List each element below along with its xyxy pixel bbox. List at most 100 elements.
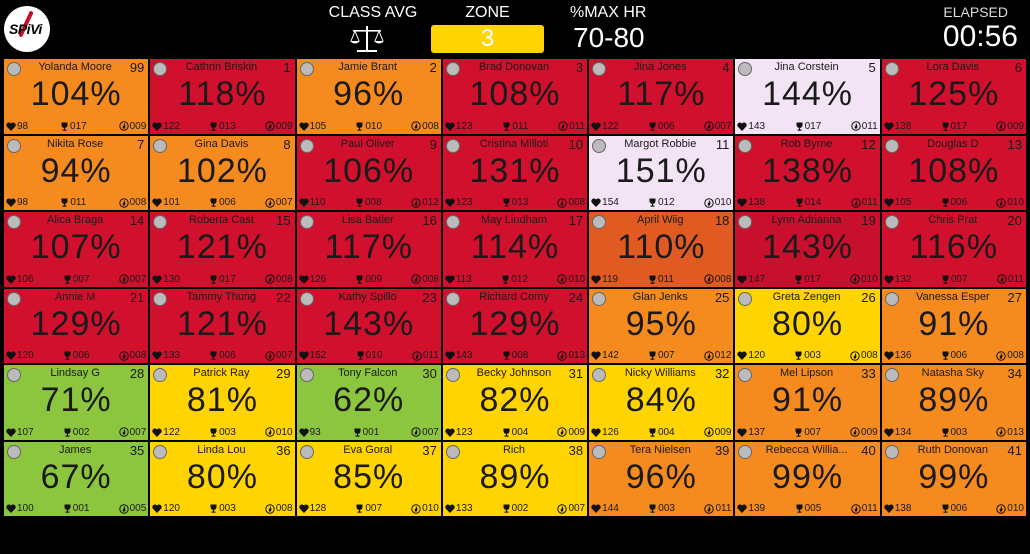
rider-max-hr-percent: 121% bbox=[176, 228, 268, 266]
flame-value: 007 bbox=[568, 503, 586, 514]
rider-tile[interactable]: Chris Prat 20 116% 132 007 011 bbox=[880, 211, 1027, 288]
rider-tile[interactable]: James 35 67% 100 001 005 bbox=[3, 440, 150, 517]
rider-tile[interactable]: Yolanda Moore 99 104% 98 017 009 bbox=[3, 58, 150, 135]
flame-stat: 011 bbox=[997, 274, 1024, 285]
rider-tile[interactable]: Lynn Adrianna 19 143% 147 017 010 bbox=[734, 211, 881, 288]
heart-icon bbox=[298, 504, 309, 513]
rider-tile[interactable]: Brad Donovan 3 108% 123 011 011 bbox=[441, 58, 589, 135]
rider-tile[interactable]: Gina Davis 8 102% 101 006 007 bbox=[149, 134, 296, 211]
rider-bike-number: 36 bbox=[276, 442, 291, 458]
rider-tile[interactable]: Becky Johnson 31 82% 123 004 009 bbox=[441, 364, 589, 441]
heart-icon bbox=[884, 428, 894, 437]
rider-tile[interactable]: Vanessa Esper 27 91% 136 006 008 bbox=[880, 287, 1027, 364]
rider-tile[interactable]: Nikita Rose 7 94% 98 011 008 bbox=[3, 134, 150, 211]
rider-tile[interactable]: Tera Nielsen 39 96% 144 003 011 bbox=[588, 440, 735, 517]
rider-name: Rich bbox=[502, 443, 525, 456]
trophy-stat: 014 bbox=[795, 197, 821, 208]
flame-stat: 008 bbox=[850, 350, 878, 361]
rider-tile[interactable]: Mel Lipson 33 91% 137 007 009 bbox=[734, 364, 881, 441]
rider-tile[interactable]: Eva Goral 37 85% 128 007 010 bbox=[295, 440, 442, 517]
rider-tile[interactable]: Cristina Milloti 10 131% 123 013 008 bbox=[441, 134, 589, 211]
rider-name: Lora Davis bbox=[926, 61, 980, 73]
rider-tile[interactable]: Natasha Sky 34 89% 134 003 013 bbox=[880, 364, 1027, 441]
flame-icon bbox=[996, 197, 1006, 208]
rider-stats: 100 001 005 bbox=[6, 503, 146, 514]
heart-rate-stat: 152 bbox=[298, 350, 326, 361]
trophy-icon bbox=[355, 122, 364, 131]
rider-stats: 122 013 009 bbox=[152, 121, 293, 132]
rider-stats: 107 002 007 bbox=[6, 427, 146, 438]
heart-rate-stat: 136 bbox=[884, 350, 911, 361]
rider-tile[interactable]: Ruth Donovan 41 99% 138 006 010 bbox=[880, 440, 1027, 517]
rider-tile[interactable]: Paul Oliver 9 106% 110 008 012 bbox=[295, 134, 442, 211]
trophy-stat: 006 bbox=[941, 503, 967, 514]
trophy-value: 006 bbox=[950, 197, 968, 208]
rider-tile[interactable]: Greta Zengen 26 80% 120 003 008 bbox=[734, 287, 881, 364]
flame-value: 008 bbox=[422, 120, 439, 132]
rider-tile[interactable]: Patrick Ray 29 81% 122 003 010 bbox=[149, 364, 296, 441]
rider-tile[interactable]: Alica Braga 14 107% 106 007 007 bbox=[3, 211, 150, 288]
rider-name: Ruth Donovan bbox=[917, 443, 988, 456]
heart-rate-value: 138 bbox=[894, 503, 912, 514]
rider-max-hr-percent: 91% bbox=[772, 381, 844, 419]
rider-tile[interactable]: Annie M 21 129% 120 006 008 bbox=[3, 287, 150, 364]
trophy-value: 003 bbox=[804, 350, 821, 361]
heart-rate-stat: 120 bbox=[6, 350, 34, 361]
flame-value: 007 bbox=[422, 426, 439, 438]
rider-tile[interactable]: Cathrin Briskin 1 118% 122 013 009 bbox=[149, 58, 296, 135]
heart-rate-value: 93 bbox=[309, 426, 321, 438]
rider-tile[interactable]: Tony Falcon 30 62% 93 001 007 bbox=[295, 364, 442, 441]
heart-rate-stat: 119 bbox=[591, 274, 618, 285]
rider-tile[interactable]: Lindsay G 28 71% 107 002 007 bbox=[3, 364, 150, 441]
flame-value: 013 bbox=[568, 350, 586, 361]
rider-tile[interactable]: Douglas D 13 108% 105 006 010 bbox=[880, 134, 1027, 211]
heart-rate-value: 123 bbox=[455, 197, 473, 208]
rider-avatar bbox=[153, 62, 168, 76]
flame-value: 009 bbox=[129, 120, 147, 132]
rider-bike-number: 19 bbox=[861, 213, 876, 228]
rider-tile[interactable]: Jamie Brant 2 96% 105 010 008 bbox=[295, 58, 442, 135]
trophy-icon bbox=[941, 351, 950, 360]
rider-tile[interactable]: April Wiig 18 110% 119 011 008 bbox=[588, 211, 735, 288]
rider-grid: Yolanda Moore 99 104% 98 017 009 Cathrin Brisk… bbox=[3, 58, 1027, 517]
heart-rate-value: 106 bbox=[17, 273, 34, 285]
rider-name: Alica Braga bbox=[47, 214, 104, 226]
heart-rate-stat: 132 bbox=[884, 274, 911, 285]
heart-rate-stat: 98 bbox=[6, 121, 28, 132]
rider-tile[interactable]: Nicky Williams 32 84% 126 004 009 bbox=[588, 364, 735, 441]
trophy-value: 017 bbox=[70, 120, 87, 132]
rider-tile[interactable]: Rob Byrne 12 138% 138 014 011 bbox=[734, 134, 881, 211]
rider-tile[interactable]: May Lindham 17 114% 113 012 010 bbox=[441, 211, 589, 288]
trophy-stat: 011 bbox=[502, 121, 528, 132]
rider-tile[interactable]: Glan Jenks 25 95% 142 007 012 bbox=[588, 287, 735, 364]
rider-tile[interactable]: Lora Davis 6 125% 138 017 009 bbox=[880, 58, 1027, 135]
rider-name: Glan Jenks bbox=[632, 290, 688, 303]
rider-tile[interactable]: Lisa Batler 16 117% 126 009 008 bbox=[295, 211, 442, 288]
heart-rate-value: 101 bbox=[163, 197, 180, 208]
rider-tile[interactable]: Margot Robbie 11 151% 154 012 010 bbox=[588, 134, 735, 211]
rider-stats: 122 003 010 bbox=[152, 427, 293, 438]
rider-tile[interactable]: Kathy Spillo 23 143% 152 010 011 bbox=[295, 287, 442, 364]
rider-tile[interactable]: Jina Jones 4 117% 122 006 007 bbox=[588, 58, 735, 135]
rider-tile[interactable]: Linda Lou 36 80% 120 003 008 bbox=[149, 440, 296, 517]
rider-tile[interactable]: Tammy Thung 22 121% 133 006 007 bbox=[149, 287, 296, 364]
rider-tile[interactable]: Rich 38 89% 133 002 007 bbox=[441, 440, 589, 517]
flame-icon bbox=[704, 503, 715, 514]
rider-tile[interactable]: Rebecca Willia... 40 99% 139 005 011 bbox=[734, 440, 881, 517]
rider-stats: 152 010 011 bbox=[298, 350, 439, 361]
flame-value: 011 bbox=[1008, 273, 1024, 285]
rider-bike-number: 23 bbox=[422, 289, 437, 305]
trophy-stat: 002 bbox=[502, 503, 528, 514]
trophy-stat: 017 bbox=[795, 121, 821, 132]
rider-tile[interactable]: Jina Corstein 5 144% 143 017 011 bbox=[734, 58, 881, 135]
rider-max-hr-percent: 82% bbox=[479, 381, 551, 419]
heart-rate-value: 138 bbox=[894, 120, 912, 132]
rider-stats: 110 008 012 bbox=[298, 197, 439, 208]
top-bar: SPiVi CLASS AVG ZONE 3 %MAX HR 70-80 ELA… bbox=[0, 0, 1030, 58]
rider-bike-number: 16 bbox=[422, 213, 437, 228]
rider-stats: 123 004 009 bbox=[445, 427, 585, 438]
rider-tile[interactable]: Roberta Cast 15 121% 130 017 008 bbox=[149, 211, 296, 288]
rider-tile[interactable]: Richard Comy 24 129% 143 008 013 bbox=[441, 287, 589, 364]
rider-max-hr-percent: 114% bbox=[470, 228, 560, 266]
zone-label: ZONE bbox=[465, 4, 510, 21]
